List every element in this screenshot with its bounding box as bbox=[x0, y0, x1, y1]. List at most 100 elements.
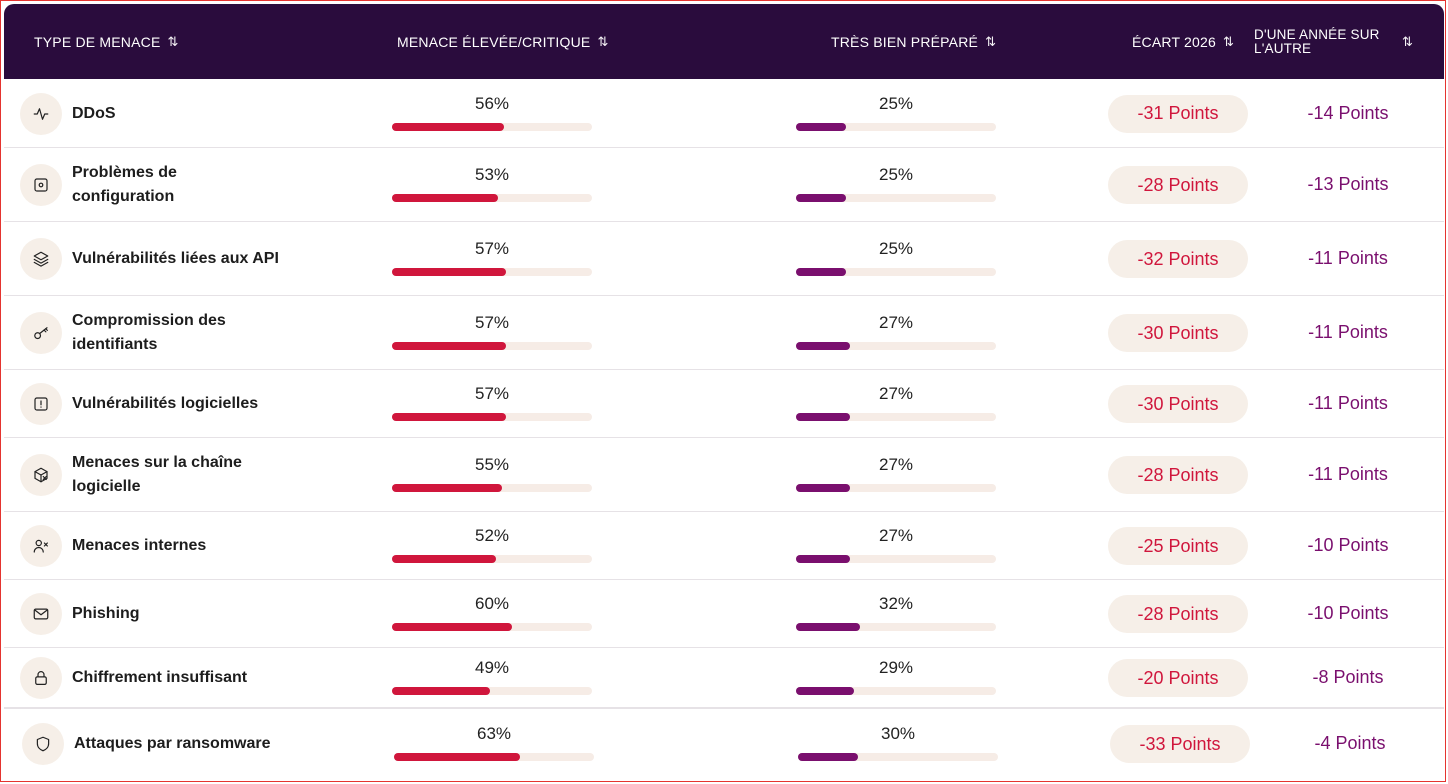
table-row: Compromission des identifiants 57% 27% -30 … bbox=[4, 296, 1444, 370]
prepared-bar-track bbox=[796, 122, 996, 131]
year-over-year-value: -11 Points bbox=[1308, 393, 1388, 413]
high-threat-percent: 57% bbox=[474, 384, 510, 403]
prepared-bar-fill bbox=[796, 413, 850, 421]
alert-square-icon bbox=[20, 383, 62, 425]
high-threat-bar-fill bbox=[392, 194, 498, 202]
table-row: DDoS 56% 25% -31 Points -14 Points bbox=[4, 79, 1444, 148]
prepared-bar-track bbox=[798, 753, 998, 761]
table-row: Chiffrement insuffisant 49% 29% -20 Points -… bbox=[4, 648, 1444, 708]
sort-threat-type-button[interactable]: TYPE DE MENACE ⇅ bbox=[34, 4, 179, 79]
threat-type-name: Vulnérabilités liées aux API bbox=[72, 250, 279, 267]
sort-icon: ⇅ bbox=[985, 33, 997, 49]
gap-2026-badge: -28 Points bbox=[1108, 166, 1248, 204]
table-row: Vulnérabilités liées aux API 57% 25% -32 Po… bbox=[4, 222, 1444, 296]
table-row: Problèmes de configuration 53% 25% -28 Poin… bbox=[4, 148, 1444, 222]
prepared-bar-track bbox=[796, 342, 996, 350]
high-threat-percent: 52% bbox=[474, 526, 510, 545]
high-threat-bar-track bbox=[392, 413, 592, 421]
gap-2026-badge: -32 Points bbox=[1108, 240, 1248, 278]
prepared-bar-track bbox=[796, 268, 996, 276]
prepared-percent: 32% bbox=[878, 594, 914, 613]
high-threat-bar-fill bbox=[392, 687, 490, 695]
prepared-bar-track bbox=[796, 194, 996, 202]
year-over-year-value: -8 Points bbox=[1312, 667, 1384, 687]
table-row: Phishing 60% 32% -28 Points -10 Points bbox=[4, 580, 1444, 648]
year-over-year-value: -10 Points bbox=[1307, 603, 1389, 623]
sort-yoy-button[interactable]: D'UNE ANNÉE SUR L'AUTRE ⇅ bbox=[1254, 4, 1424, 79]
threat-type-name: Problèmes de configuration bbox=[72, 164, 177, 205]
year-over-year-value: -14 Points bbox=[1307, 102, 1389, 123]
high-threat-percent: 60% bbox=[474, 594, 510, 613]
sort-icon: ⇅ bbox=[1222, 33, 1235, 49]
high-threat-bar-fill bbox=[392, 623, 512, 631]
threat-type-name: DDoS bbox=[72, 104, 116, 122]
high-threat-percent: 63% bbox=[476, 724, 512, 743]
key-icon bbox=[20, 312, 62, 354]
sort-prepared-button[interactable]: TRÈS BIEN PRÉPARÉ ⇅ bbox=[831, 4, 996, 79]
table-header: TYPE DE MENACE ⇅ MENACE ÉLEVÉE/CRITIQUE … bbox=[4, 4, 1444, 79]
year-over-year-value: -11 Points bbox=[1308, 248, 1388, 268]
threat-type-name: Compromission des identifiants bbox=[72, 312, 226, 353]
prepared-bar-track bbox=[796, 623, 996, 631]
high-threat-bar-fill bbox=[392, 342, 506, 350]
prepared-bar-fill bbox=[796, 623, 860, 631]
high-threat-bar-track bbox=[392, 268, 592, 276]
prepared-percent: 25% bbox=[878, 239, 914, 258]
prepared-bar-fill bbox=[796, 484, 850, 492]
prepared-percent: 27% bbox=[878, 526, 914, 545]
year-over-year-value: -11 Points bbox=[1308, 322, 1388, 342]
layers-icon bbox=[20, 238, 62, 280]
high-threat-bar-track bbox=[392, 342, 592, 350]
mail-icon bbox=[20, 593, 62, 635]
gap-2026-badge: -20 Points bbox=[1108, 659, 1248, 697]
threat-type-name: Vulnérabilités logicielles bbox=[72, 395, 259, 412]
prepared-bar-track bbox=[796, 687, 996, 695]
prepared-percent: 27% bbox=[878, 455, 914, 474]
year-over-year-value: -4 Points bbox=[1314, 733, 1386, 753]
activity-icon bbox=[20, 92, 62, 135]
gap-2026-badge: -30 Points bbox=[1108, 385, 1248, 423]
prepared-percent: 27% bbox=[878, 313, 914, 332]
threat-table: TYPE DE MENACE ⇅ MENACE ÉLEVÉE/CRITIQUE … bbox=[4, 4, 1444, 780]
gap-2026-badge: -28 Points bbox=[1108, 595, 1248, 633]
prepared-percent: 30% bbox=[880, 724, 916, 743]
threat-type-name: Menaces sur la chaîne logicielle bbox=[72, 454, 242, 495]
high-threat-bar-fill bbox=[392, 268, 506, 276]
high-threat-bar-track bbox=[394, 753, 594, 761]
prepared-bar-fill bbox=[796, 122, 846, 131]
high-threat-bar-track bbox=[392, 623, 592, 631]
threat-type-name: Menaces internes bbox=[72, 537, 207, 554]
high-threat-bar-track bbox=[392, 194, 592, 202]
threat-type-name: Chiffrement insuffisant bbox=[72, 669, 248, 686]
settings-box-icon bbox=[20, 164, 62, 206]
prepared-percent: 29% bbox=[878, 658, 914, 677]
column-header-prepared: TRÈS BIEN PRÉPARÉ bbox=[831, 33, 979, 50]
prepared-bar-track bbox=[796, 413, 996, 421]
high-threat-percent: 55% bbox=[474, 455, 510, 474]
user-x-icon bbox=[20, 525, 62, 567]
high-threat-bar-fill bbox=[392, 122, 504, 131]
prepared-bar-fill bbox=[796, 687, 854, 695]
prepared-percent: 25% bbox=[878, 93, 914, 113]
high-threat-bar-fill bbox=[394, 753, 520, 761]
sort-gap-button[interactable]: ÉCART 2026 ⇅ bbox=[1132, 4, 1234, 79]
prepared-bar-fill bbox=[796, 555, 850, 563]
high-threat-percent: 57% bbox=[474, 239, 510, 258]
sort-icon: ⇅ bbox=[167, 33, 179, 49]
prepared-bar-track bbox=[796, 484, 996, 492]
high-threat-bar-fill bbox=[392, 484, 502, 492]
high-threat-bar-track bbox=[392, 122, 592, 131]
gap-2026-badge: -30 Points bbox=[1108, 314, 1248, 352]
package-x-icon bbox=[20, 454, 62, 496]
table-row: Menaces internes 52% 27% -25 Points -10 Poin… bbox=[4, 512, 1444, 580]
table-row: Vulnérabilités logicielles 57% 27% -30 Poin… bbox=[4, 370, 1444, 438]
high-threat-percent: 53% bbox=[474, 165, 510, 184]
threat-type-name: Attaques par ransomware bbox=[74, 735, 271, 752]
prepared-bar-fill bbox=[798, 753, 858, 761]
gap-2026-badge: -33 Points bbox=[1110, 725, 1250, 763]
sort-icon: ⇅ bbox=[1402, 33, 1414, 49]
column-header-high-threat: MENACE ÉLEVÉE/CRITIQUE bbox=[397, 33, 591, 50]
year-over-year-value: -13 Points bbox=[1307, 174, 1389, 194]
sort-high-threat-button[interactable]: MENACE ÉLEVÉE/CRITIQUE ⇅ bbox=[397, 4, 609, 79]
